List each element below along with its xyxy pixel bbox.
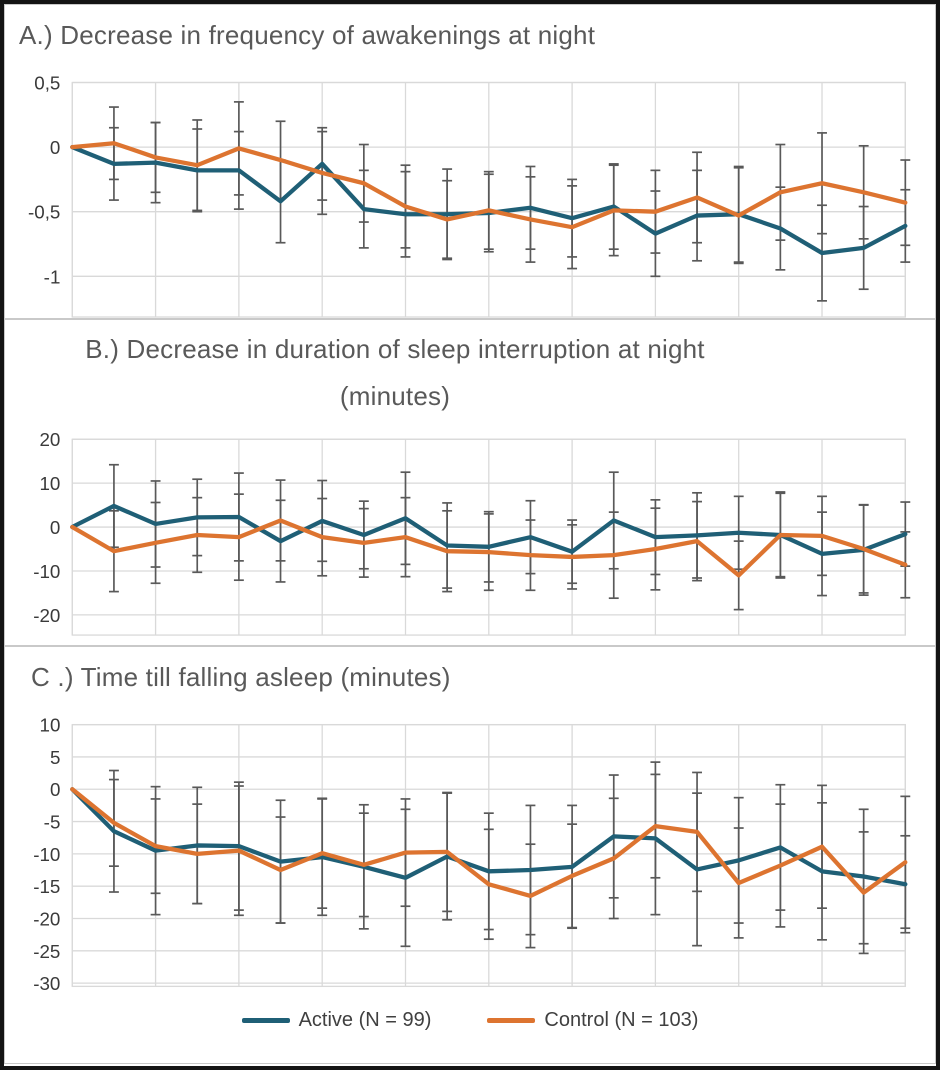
panel-b-title: B.) Decrease in duration of sleep interr… (5, 326, 785, 420)
active-line-swatch (241, 1018, 290, 1023)
legend-label-active: Active (N = 99) (298, 1009, 432, 1031)
panel-a: A.) Decrease in frequency of awakenings … (4, 4, 936, 319)
y-tick-label: -5 (44, 811, 61, 832)
y-tick-label: 0 (50, 779, 60, 800)
y-tick-label: -15 (33, 876, 60, 897)
panel-b-title-line2: (minutes) (339, 380, 451, 411)
y-tick-label: 10 (39, 473, 60, 494)
panel-b: B.) Decrease in duration of sleep interr… (4, 319, 936, 646)
panel-a-plot: 0,5 0 -0,5 -1 (28, 72, 911, 318)
y-tick-label: -10 (33, 561, 60, 582)
chart-legend: Active (N = 99) Control (N = 103) (5, 1009, 935, 1032)
panel-c-title: C .) Time till falling asleep (minutes) (31, 662, 451, 692)
y-tick-label: -0,5 (28, 202, 60, 223)
panel-c-plot: 10 5 0 -5 -10 -15 -20 -25 -30 (33, 715, 911, 994)
y-tick-label: 0 (50, 517, 60, 538)
legend-item-control: Control (N = 103) (487, 1009, 698, 1032)
series-line-active (70, 144, 908, 256)
panel-b-title-line1: B.) Decrease in duration of sleep interr… (85, 334, 705, 364)
series-line-active (70, 787, 908, 887)
y-tick-label: -1 (44, 266, 61, 287)
y-tick-label: 5 (50, 747, 60, 768)
panel-b-plot: 20 10 0 -10 -20 (33, 429, 911, 636)
series-line-control (70, 518, 908, 578)
control-line-swatch (487, 1018, 536, 1023)
legend-label-control: Control (N = 103) (544, 1009, 699, 1031)
y-tick-label: -20 (33, 908, 60, 929)
y-tick-label: 0 (50, 137, 60, 158)
panel-c: C .) Time till falling asleep (minutes) … (4, 646, 936, 1064)
y-tick-label: -10 (33, 844, 60, 865)
legend-item-active: Active (N = 99) (241, 1009, 432, 1032)
y-tick-label: -25 (33, 941, 60, 962)
y-tick-label: 20 (39, 429, 60, 450)
y-tick-label: -20 (33, 605, 60, 626)
y-tick-label: 0,5 (34, 72, 60, 93)
panel-a-title: A.) Decrease in frequency of awakenings … (19, 20, 596, 50)
series-line-control (70, 141, 908, 230)
y-tick-label: 10 (39, 715, 60, 736)
series-line-control (70, 787, 908, 899)
series-line-active (70, 503, 908, 556)
y-tick-label: -30 (33, 973, 60, 994)
